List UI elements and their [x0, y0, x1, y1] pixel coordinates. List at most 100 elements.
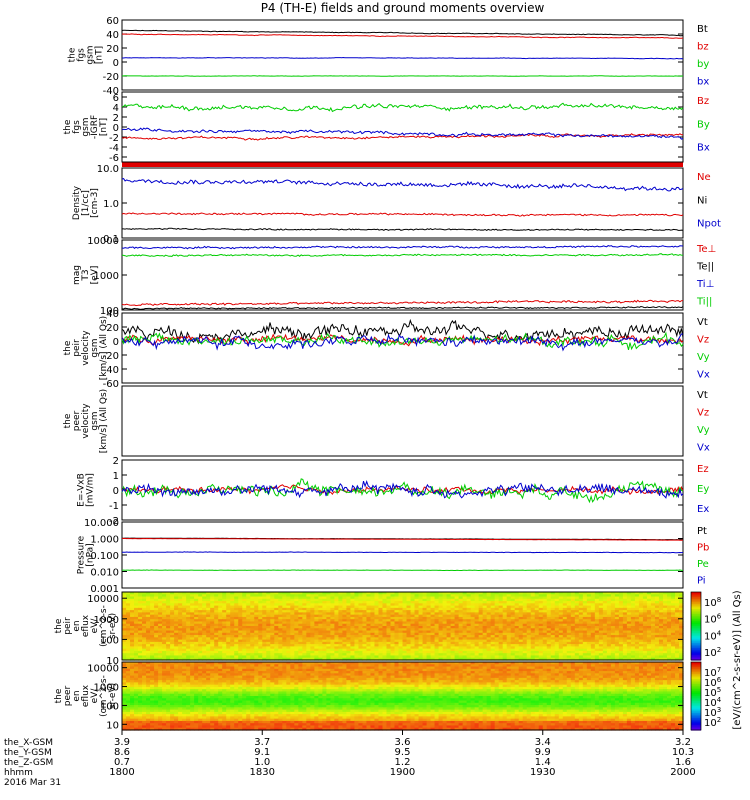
- series-4-1: [121, 333, 684, 347]
- legend-3-1: Te||: [696, 262, 714, 273]
- ytick-label-1-6: -6: [109, 153, 119, 164]
- legend-5-2: Vy: [697, 425, 710, 436]
- ytick-label-8-1: 1000: [94, 615, 119, 626]
- ytick-label-1-5: -4: [109, 143, 119, 154]
- colorbar-frame-9: [690, 661, 702, 731]
- ylabel-6-1: [mV/m]: [86, 473, 96, 507]
- ylabel-1-2: gsm: [81, 117, 91, 136]
- series-4-3: [121, 333, 684, 352]
- xaxis-value-0-4: 3.2: [675, 737, 691, 748]
- ylabel-8-4: eV/: [90, 618, 100, 634]
- series-2-0: [121, 212, 684, 217]
- panel-frame-3: [121, 239, 684, 311]
- panel-frame-8: [121, 591, 684, 661]
- xaxis-value-0-1: 3.7: [254, 737, 270, 748]
- ytick-label-9-1: 1000: [94, 683, 119, 694]
- ylabel-3-1: T3: [81, 269, 91, 281]
- legend-5-1: Vz: [697, 408, 709, 419]
- ytick-label-1-1: 4: [113, 103, 119, 114]
- xaxis-value-0-0: 3.9: [114, 737, 130, 748]
- xaxis-value-2-1: 1.0: [254, 757, 270, 768]
- ylabel-8-0: the: [54, 618, 64, 633]
- ylabel-2-1: [1/cc]: [81, 190, 91, 216]
- colorbar-tick-9-2: 105: [704, 686, 721, 699]
- xaxis-value-1-4: 10.3: [672, 747, 694, 758]
- colorbar-8: [691, 592, 701, 661]
- legend-7-1: Pb: [697, 543, 709, 554]
- panel-frame-2: [121, 167, 684, 239]
- colorbar-tick-9-1: 106: [704, 676, 722, 689]
- legend-3-2: Ti⊥: [696, 279, 714, 290]
- legend-5-0: Vt: [697, 390, 708, 401]
- xaxis-value-1-0: 8.6: [114, 747, 130, 758]
- legend-2-2: Npot: [697, 219, 721, 230]
- legend-1-1: By: [697, 119, 710, 130]
- series-0-2: [121, 75, 684, 77]
- legend-0-0: Bt: [697, 24, 708, 35]
- panel-frame-4: [121, 312, 684, 384]
- ytick-label-0-5: -40: [103, 86, 119, 97]
- xaxis-value-1-3: 9.9: [535, 747, 551, 758]
- series-3-2: [121, 245, 684, 250]
- ytick-label-6-3: -1: [109, 501, 119, 512]
- xaxis-row-label-0: the_X-GSM: [4, 738, 53, 748]
- colorbar-tick-8-1: 106: [704, 613, 722, 626]
- panel-frame-0: [121, 19, 684, 91]
- ytick-label-6-2: 0: [113, 486, 119, 497]
- ytick-label-8-2: 100: [100, 635, 119, 646]
- ytick-label-9-0: 10000: [87, 664, 119, 675]
- ylabel-4-1: peir: [72, 339, 82, 357]
- legend-3-3: Ti||: [696, 297, 712, 308]
- legend-1-0: Bz: [697, 96, 709, 107]
- legend-4-1: Vz: [697, 335, 709, 346]
- ytick-label-9-2: 100: [100, 701, 119, 712]
- ylabel-1-0: the: [63, 119, 73, 134]
- ylabel-4-3: gsm: [90, 338, 100, 357]
- series-6-2: [121, 479, 684, 499]
- legend-3-0: Te⊥: [696, 244, 716, 255]
- ylabel-8-5: (cm^2-s-: [99, 605, 109, 647]
- ytick-label-0-0: 60: [106, 16, 119, 27]
- colorbar-frame-8: [690, 591, 702, 661]
- ylabel-3-2: [eV]: [90, 266, 100, 285]
- panel-frame-5: [121, 385, 684, 457]
- ylabel-8-6: sr-eV): [108, 613, 118, 639]
- ytick-label-2-2: 0.1: [103, 234, 119, 245]
- ylabel-4-4: [km/s] (All Qs): [99, 316, 109, 380]
- ylabel-1-4: [nT]: [99, 118, 109, 136]
- ytick-label-0-1: 40: [106, 30, 119, 41]
- xaxis-value-3-1: 1830: [250, 767, 275, 778]
- ylabel-9-5: (cm^2-s-: [99, 675, 109, 717]
- spectrogram-9: [122, 662, 684, 731]
- legend-0-1: bz: [697, 42, 709, 53]
- ylabel-8-3: eflux: [81, 614, 91, 637]
- colorbar-tick-9-0: 107: [704, 666, 721, 679]
- ytick-label-2-0: 10.0: [97, 164, 119, 175]
- ytick-label-8-0: 10000: [87, 594, 119, 605]
- ylabel-9-3: eflux: [81, 684, 91, 707]
- ytick-label-7-4: 0.001: [90, 584, 119, 595]
- xaxis-row-label-3: hhmm: [4, 768, 33, 778]
- series-0-1: [121, 33, 684, 39]
- ytick-label-4-5: -60: [103, 379, 119, 390]
- ytick-label-1-2: 2: [113, 113, 119, 124]
- ytick-label-4-3: -20: [103, 351, 119, 362]
- colorbar-tick-8-0: 108: [704, 596, 721, 609]
- ytick-label-2-1: 1.0: [103, 199, 119, 210]
- xaxis-value-3-4: 2000: [670, 767, 695, 778]
- series-1-0: [121, 133, 684, 141]
- ytick-label-7-0: 10.000: [84, 518, 119, 529]
- ylabel-4-2: velocity: [81, 330, 91, 366]
- series-1-1: [121, 102, 684, 113]
- ytick-label-4-1: 20: [106, 323, 119, 334]
- legend-5-3: Vx: [697, 443, 710, 454]
- ytick-label-7-3: 0.010: [90, 568, 119, 579]
- ytick-label-7-1: 1.000: [90, 535, 119, 546]
- xaxis-value-3-3: 1930: [530, 767, 555, 778]
- ylabel-1-1: fgs: [72, 120, 82, 134]
- series-2-1: [122, 227, 684, 231]
- ylabel-0-3: [nT]: [95, 46, 105, 64]
- series-7-3: [121, 551, 684, 554]
- series-7-1: [122, 537, 684, 541]
